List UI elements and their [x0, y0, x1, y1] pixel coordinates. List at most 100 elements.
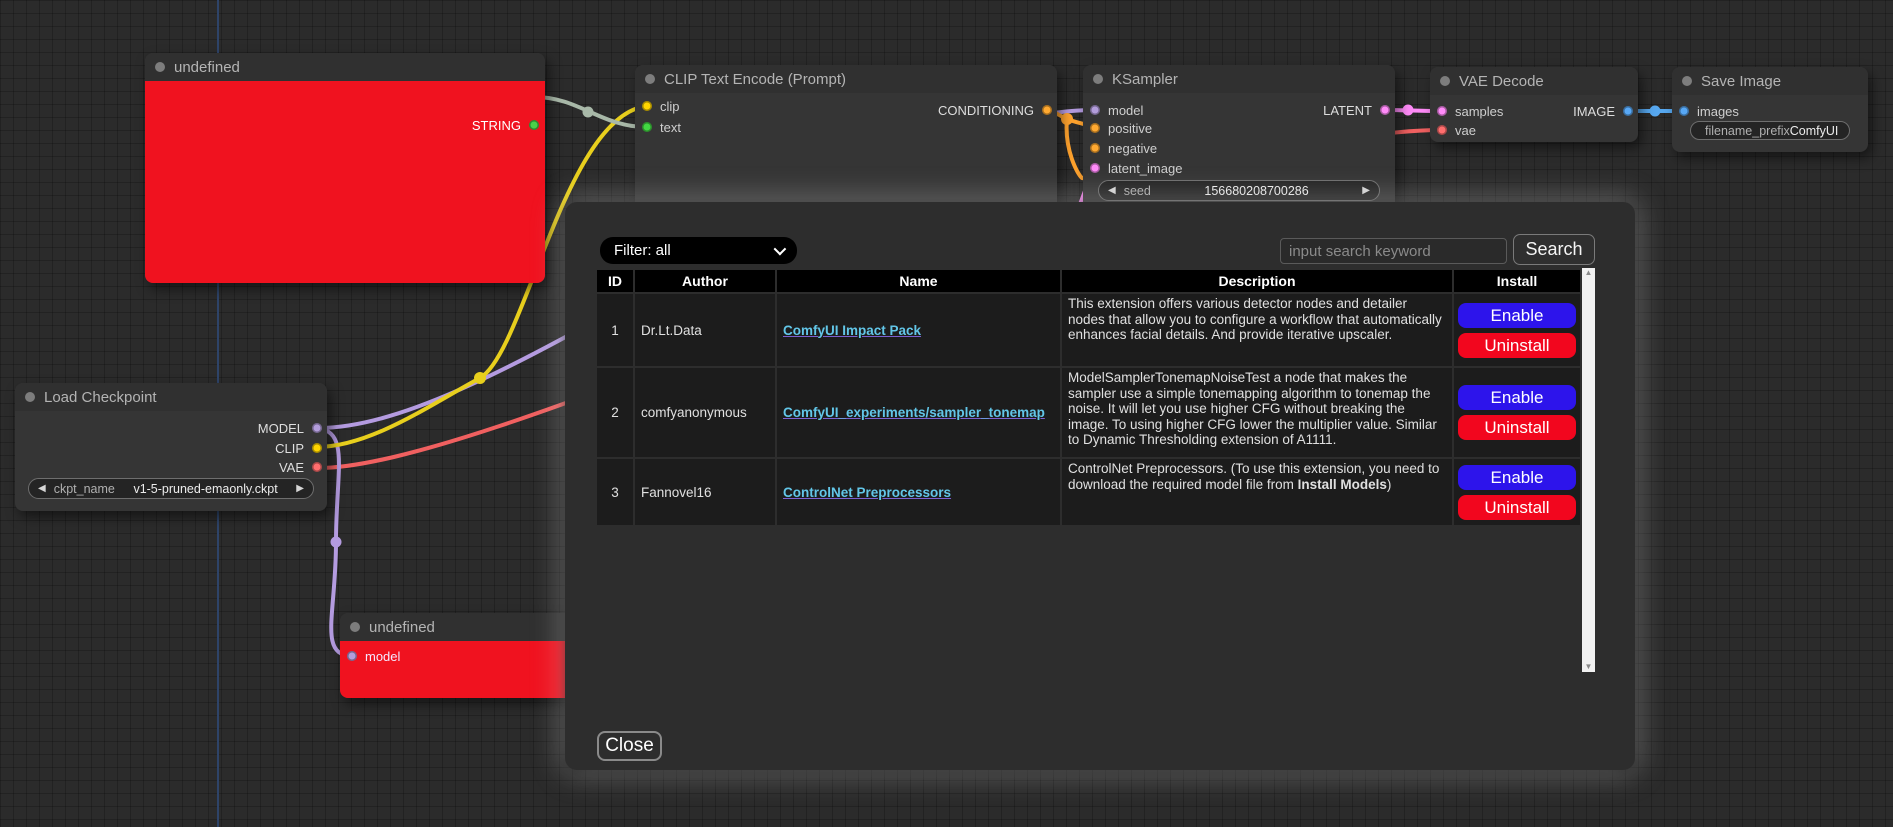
- widget-value[interactable]: v1-5-pruned-emaonly.ckpt: [133, 481, 278, 496]
- scroll-up-icon[interactable]: ▲: [1584, 268, 1593, 277]
- enable-button[interactable]: Enable: [1458, 302, 1576, 328]
- output-label: LATENT: [1323, 102, 1372, 118]
- node-undefined-top[interactable]: undefined STRING: [145, 53, 545, 283]
- input-socket-negative[interactable]: [1090, 143, 1100, 153]
- cell-description: ModelSamplerTonemapNoiseTest a node that…: [1062, 368, 1452, 457]
- description-text: ): [1386, 476, 1392, 492]
- input-label: images: [1697, 103, 1739, 119]
- node-title: Load Checkpoint: [44, 388, 157, 406]
- cell-id: 2: [597, 368, 633, 457]
- collapse-dot-icon[interactable]: [1093, 74, 1103, 84]
- cell-description: This extension offers various detector n…: [1062, 294, 1452, 366]
- extension-link[interactable]: ComfyUI Impact Pack: [783, 322, 922, 338]
- output-socket-model[interactable]: [312, 423, 322, 433]
- uninstall-button[interactable]: Uninstall: [1458, 494, 1576, 520]
- decrement-arrow-icon[interactable]: ◀: [38, 482, 46, 494]
- input-label: samples: [1455, 103, 1504, 119]
- input-socket-model[interactable]: [347, 651, 357, 661]
- reroute-dot-string[interactable]: [582, 106, 594, 118]
- output-label: CLIP: [275, 440, 304, 456]
- collapse-dot-icon[interactable]: [645, 74, 655, 84]
- output-socket-vae[interactable]: [312, 462, 322, 472]
- output-label: MODEL: [257, 420, 304, 436]
- reroute-dot-conditioning[interactable]: [1061, 113, 1073, 125]
- cell-author: Dr.Lt.Data: [635, 294, 775, 366]
- seed-widget[interactable]: ◀ seed 156680208700286 ▶: [1098, 180, 1380, 201]
- input-label: clip: [660, 98, 680, 114]
- collapse-dot-icon[interactable]: [350, 622, 360, 632]
- node-vae-decode[interactable]: VAE Decode samples vae IMAGE: [1430, 67, 1638, 142]
- collapse-dot-icon[interactable]: [155, 62, 165, 72]
- table-row: 1 Dr.Lt.Data ComfyUI Impact Pack This ex…: [597, 294, 1580, 366]
- reroute-dot-latent[interactable]: [1402, 104, 1414, 116]
- increment-arrow-icon[interactable]: ▶: [1362, 184, 1370, 196]
- reroute-dot-model[interactable]: [330, 536, 342, 548]
- node-title: CLIP Text Encode (Prompt): [664, 70, 847, 88]
- input-socket-images[interactable]: [1679, 106, 1689, 116]
- uninstall-button[interactable]: Uninstall: [1458, 415, 1576, 440]
- header-name: Name: [777, 270, 1060, 292]
- input-socket-clip[interactable]: [642, 101, 652, 111]
- increment-arrow-icon[interactable]: ▶: [296, 482, 304, 494]
- input-socket-latent-image[interactable]: [1090, 163, 1100, 173]
- node-ksampler[interactable]: KSampler model positive negative latent_…: [1083, 65, 1395, 215]
- node-load-checkpoint[interactable]: Load Checkpoint MODEL CLIP VAE ◀ ckpt_na…: [15, 383, 327, 511]
- header-install: Install: [1454, 270, 1580, 292]
- output-label: STRING: [471, 117, 521, 133]
- reroute-dot-clip[interactable]: [474, 372, 486, 384]
- reroute-dot-image[interactable]: [1649, 105, 1661, 117]
- node-title: undefined: [369, 618, 435, 636]
- output-socket-image[interactable]: [1623, 106, 1633, 116]
- node-title-bar[interactable]: undefined: [145, 53, 545, 81]
- input-socket-positive[interactable]: [1090, 123, 1100, 133]
- input-label: negative: [1108, 140, 1158, 156]
- node-title-bar[interactable]: Load Checkpoint: [15, 383, 327, 411]
- close-button[interactable]: Close: [597, 731, 662, 761]
- filename-prefix-widget[interactable]: filename_prefix ComfyUI: [1690, 121, 1850, 140]
- output-socket-string[interactable]: [529, 120, 539, 130]
- input-label: latent_image: [1108, 160, 1183, 176]
- output-socket-latent[interactable]: [1380, 105, 1390, 115]
- cell-author: comfyanonymous: [635, 368, 775, 457]
- search-button[interactable]: Search: [1513, 234, 1595, 265]
- node-title-bar[interactable]: Save Image: [1672, 67, 1868, 95]
- scroll-down-icon[interactable]: ▼: [1584, 662, 1593, 671]
- table-row: 2 comfyanonymous ComfyUI_experiments/sam…: [597, 368, 1580, 457]
- input-label: model: [365, 648, 401, 664]
- cell-author: Fannovel16: [635, 459, 775, 525]
- seed-widget-label: seed: [1123, 183, 1151, 198]
- input-socket-text[interactable]: [642, 122, 652, 132]
- collapse-dot-icon[interactable]: [1682, 76, 1692, 86]
- enable-button[interactable]: Enable: [1458, 464, 1576, 490]
- widget-label: ckpt_name: [53, 481, 115, 496]
- ckpt-name-widget[interactable]: ◀ ckpt_name v1-5-pruned-emaonly.ckpt ▶: [28, 478, 314, 499]
- search-input[interactable]: [1280, 238, 1507, 264]
- node-title-bar[interactable]: CLIP Text Encode (Prompt): [635, 65, 1057, 93]
- node-title: VAE Decode: [1459, 72, 1544, 90]
- decrement-arrow-icon[interactable]: ◀: [1108, 184, 1116, 196]
- widget-value[interactable]: ComfyUI: [1789, 123, 1839, 138]
- filter-dropdown[interactable]: Filter: all: [600, 237, 797, 264]
- collapse-dot-icon[interactable]: [25, 392, 35, 402]
- table-header-row: ID Author Name Description Install: [597, 270, 1580, 292]
- wire-clip-a: [315, 376, 482, 449]
- table-scrollbar[interactable]: ▲ ▼: [1582, 268, 1595, 672]
- node-title-bar[interactable]: VAE Decode: [1430, 67, 1638, 95]
- extension-link[interactable]: ControlNet Preprocessors: [783, 484, 952, 500]
- uninstall-button[interactable]: Uninstall: [1458, 332, 1576, 358]
- chevron-down-icon: [773, 242, 787, 256]
- output-socket-clip[interactable]: [312, 443, 322, 453]
- extension-link[interactable]: ComfyUI_experiments/sampler_tonemap: [783, 405, 1045, 420]
- seed-widget-value[interactable]: 156680208700286: [1204, 183, 1309, 198]
- node-title-bar[interactable]: KSampler: [1083, 65, 1395, 93]
- description-bold-text: Install Models: [1297, 476, 1387, 492]
- cell-id: 1: [597, 294, 633, 366]
- node-save-image[interactable]: Save Image images filename_prefix ComfyU…: [1672, 67, 1868, 152]
- input-socket-model[interactable]: [1090, 105, 1100, 115]
- enable-button[interactable]: Enable: [1458, 385, 1576, 410]
- input-socket-samples[interactable]: [1437, 106, 1447, 116]
- output-socket-conditioning[interactable]: [1042, 105, 1052, 115]
- input-socket-vae[interactable]: [1437, 125, 1447, 135]
- collapse-dot-icon[interactable]: [1440, 76, 1450, 86]
